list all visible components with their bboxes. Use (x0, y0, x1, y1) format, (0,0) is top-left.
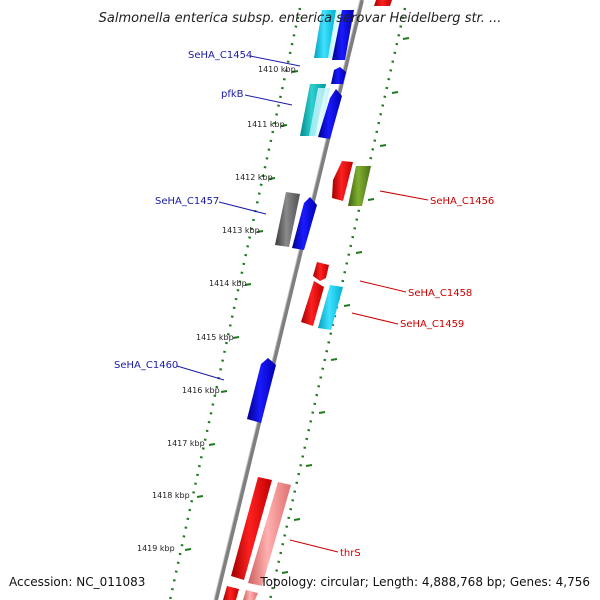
label-SeHA_C1456[interactable]: SeHA_C1456 (430, 196, 494, 207)
gene-SeHA_C1456[interactable] (348, 166, 371, 206)
label-SeHA_C1460[interactable]: SeHA_C1460 (114, 360, 178, 371)
gene-top-red[interactable] (374, 0, 392, 6)
tick-label-1419: 1419 kbp (137, 544, 175, 553)
gene-SeHA_C1459[interactable] (318, 285, 343, 330)
gene-red-small[interactable] (313, 262, 329, 281)
gene-SeHA_C1460[interactable] (247, 358, 276, 423)
gene-red-1418[interactable] (231, 477, 272, 580)
tick-label-1413: 1413 kbp (222, 226, 260, 235)
gene-red-1412[interactable] (332, 161, 353, 201)
left-scale-track (168, 7, 302, 600)
tick-label-1414: 1414 kbp (209, 279, 247, 288)
label-SeHA_C1457[interactable]: SeHA_C1457 (155, 196, 219, 207)
label-SeHA_C1459[interactable]: SeHA_C1459 (400, 319, 464, 330)
label-pfkB[interactable]: pfkB (221, 89, 244, 100)
tick-label-1411: 1411 kbp (247, 120, 285, 129)
gene-bottom-pink[interactable] (243, 590, 258, 600)
tick-label-1416: 1416 kbp (182, 386, 220, 395)
gene-top-blue[interactable] (332, 10, 354, 60)
gene-small-blue[interactable] (331, 67, 346, 84)
tick-label-1418: 1418 kbp (152, 491, 190, 500)
gene-pfkB-light[interactable] (309, 88, 330, 136)
left-tick-marks (184, 70, 299, 551)
gene-bottom-red[interactable] (223, 586, 239, 600)
label-thrS[interactable]: thrS (340, 548, 361, 559)
gene-features (223, 0, 392, 600)
topology-summary-text: Topology: circular; Length: 4,888,768 bp… (259, 575, 590, 589)
tick-label-1410: 1410 kbp (258, 65, 296, 74)
accession-text: Accession: NC_011083 (9, 575, 145, 589)
gene-thrS[interactable] (248, 482, 291, 586)
label-SeHA_C1454[interactable]: SeHA_C1454 (188, 50, 252, 61)
gene-pfkB-blue[interactable] (318, 89, 342, 139)
gene-SeHA_C1454[interactable] (314, 10, 336, 58)
gene-SeHA_C1457[interactable] (275, 192, 300, 247)
label-leaders (176, 55, 429, 553)
right-scale-track (268, 7, 407, 600)
gene-SeHA_C1458[interactable] (301, 281, 324, 326)
gene-blue-1413[interactable] (292, 197, 317, 250)
tick-label-1412: 1412 kbp (235, 173, 273, 182)
map-title: Salmonella enterica subsp. enterica sero… (99, 11, 502, 26)
tick-label-1417: 1417 kbp (167, 439, 205, 448)
right-tick-marks (281, 37, 410, 574)
label-SeHA_C1458[interactable]: SeHA_C1458 (408, 288, 472, 299)
tick-label-1415: 1415 kbp (196, 333, 234, 342)
